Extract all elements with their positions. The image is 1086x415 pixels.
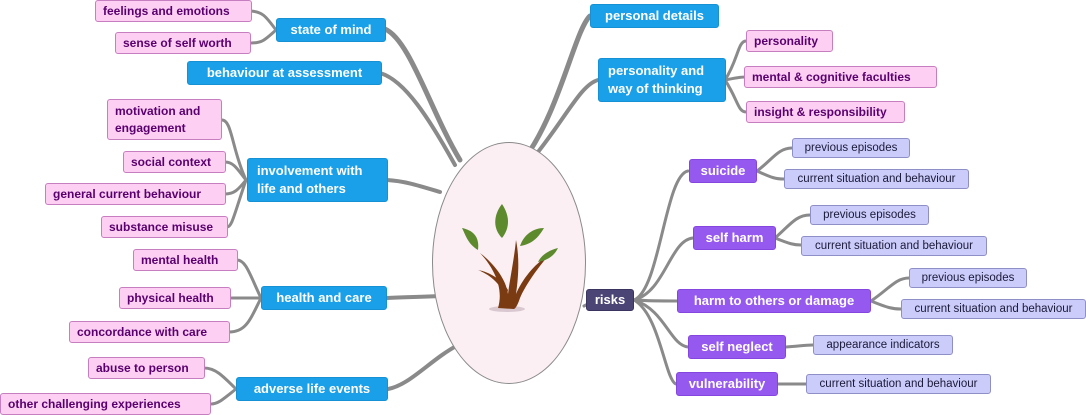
item-mental-health[interactable]: mental health: [133, 249, 238, 271]
node-state-of-mind[interactable]: state of mind: [276, 18, 386, 42]
risk-vulnerability[interactable]: vulnerability: [676, 372, 778, 396]
harm-others-current-situation[interactable]: current situation and behaviour: [901, 299, 1086, 319]
self-neglect-appearance-indicators[interactable]: appearance indicators: [813, 335, 953, 355]
item-motivation-and-engagement[interactable]: motivation and engagement: [107, 99, 222, 140]
item-other-challenging-experiences[interactable]: other challenging experiences: [0, 393, 211, 415]
risk-self-harm[interactable]: self harm: [693, 226, 776, 250]
node-personal-details[interactable]: personal details: [590, 4, 719, 28]
node-adverse-life-events[interactable]: adverse life events: [236, 377, 388, 401]
risk-suicide[interactable]: suicide: [689, 159, 757, 183]
node-personality-and-way-of-thinking[interactable]: personality and way of thinking: [598, 58, 726, 102]
center-oval: [432, 142, 586, 384]
self-harm-current-situation[interactable]: current situation and behaviour: [801, 236, 987, 256]
item-abuse-to-person[interactable]: abuse to person: [88, 357, 205, 379]
tree-icon: [462, 204, 558, 312]
node-involvement-with-life[interactable]: involvement with life and others: [247, 158, 388, 202]
suicide-previous-episodes[interactable]: previous episodes: [792, 138, 910, 158]
item-physical-health[interactable]: physical health: [119, 287, 231, 309]
item-substance-misuse[interactable]: substance misuse: [101, 216, 228, 238]
risk-self-neglect[interactable]: self neglect: [688, 335, 786, 359]
item-mental-cognitive-faculties[interactable]: mental & cognitive faculties: [744, 66, 937, 88]
item-sense-of-self-worth[interactable]: sense of self worth: [115, 32, 251, 54]
item-concordance-with-care[interactable]: concordance with care: [69, 321, 230, 343]
node-health-and-care[interactable]: health and care: [261, 286, 387, 310]
node-behaviour-at-assessment[interactable]: behaviour at assessment: [187, 61, 382, 85]
suicide-current-situation[interactable]: current situation and behaviour: [784, 169, 969, 189]
self-harm-previous-episodes[interactable]: previous episodes: [810, 205, 929, 225]
item-insight-and-responsibility[interactable]: insight & responsibility: [746, 101, 905, 123]
risk-harm-to-others[interactable]: harm to others or damage: [677, 289, 871, 313]
item-general-current-behaviour[interactable]: general current behaviour: [45, 183, 226, 205]
vulnerability-current-situation[interactable]: current situation and behaviour: [806, 374, 991, 394]
item-feelings-and-emotions[interactable]: feelings and emotions: [95, 0, 252, 22]
harm-others-previous-episodes[interactable]: previous episodes: [909, 268, 1027, 288]
item-personality[interactable]: personality: [746, 30, 833, 52]
item-social-context[interactable]: social context: [123, 151, 226, 173]
node-risks[interactable]: risks: [586, 289, 634, 311]
